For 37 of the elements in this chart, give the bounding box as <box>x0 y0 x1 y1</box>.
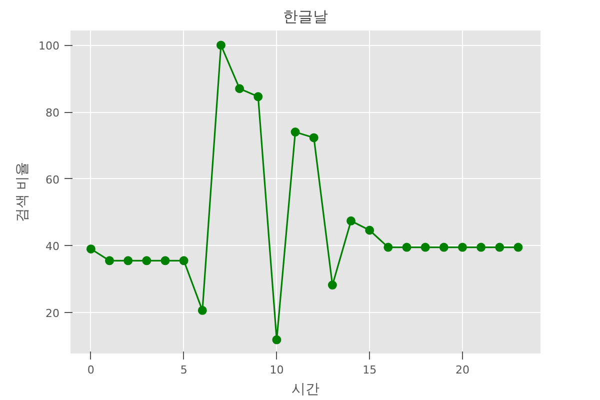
point <box>142 256 152 266</box>
y-tick-label: 20 <box>46 306 60 320</box>
point <box>160 256 170 266</box>
y-tick-label: 40 <box>46 240 60 254</box>
x-tick-label: 20 <box>455 364 470 376</box>
chart-title: 한글날 <box>283 8 328 26</box>
point <box>86 244 96 254</box>
y-tick-label: 80 <box>46 106 60 120</box>
x-axis-title: 시간 <box>292 382 320 398</box>
y-tick-label: 100 <box>38 40 60 53</box>
x-tick-label: 0 <box>87 364 94 376</box>
point <box>439 242 448 252</box>
point <box>365 226 374 235</box>
point <box>290 128 300 137</box>
point <box>216 40 226 50</box>
x-tick-label: 10 <box>270 364 284 376</box>
point <box>476 242 486 252</box>
point <box>384 242 393 252</box>
point <box>495 242 504 252</box>
point <box>235 84 244 94</box>
point <box>346 216 356 226</box>
point <box>179 256 188 266</box>
point <box>328 280 337 290</box>
x-tick-label: 15 <box>362 364 377 376</box>
x-tick-label: 5 <box>180 364 188 376</box>
y-tick-label: 60 <box>46 173 60 186</box>
point <box>198 306 207 315</box>
point <box>402 242 412 252</box>
y-axis-title: 검색 비율 <box>14 162 31 222</box>
point <box>105 256 114 266</box>
point <box>124 256 133 266</box>
point <box>458 242 467 252</box>
point <box>254 92 263 102</box>
point <box>309 133 318 142</box>
point <box>514 242 523 252</box>
point <box>272 335 282 344</box>
point <box>420 242 430 252</box>
